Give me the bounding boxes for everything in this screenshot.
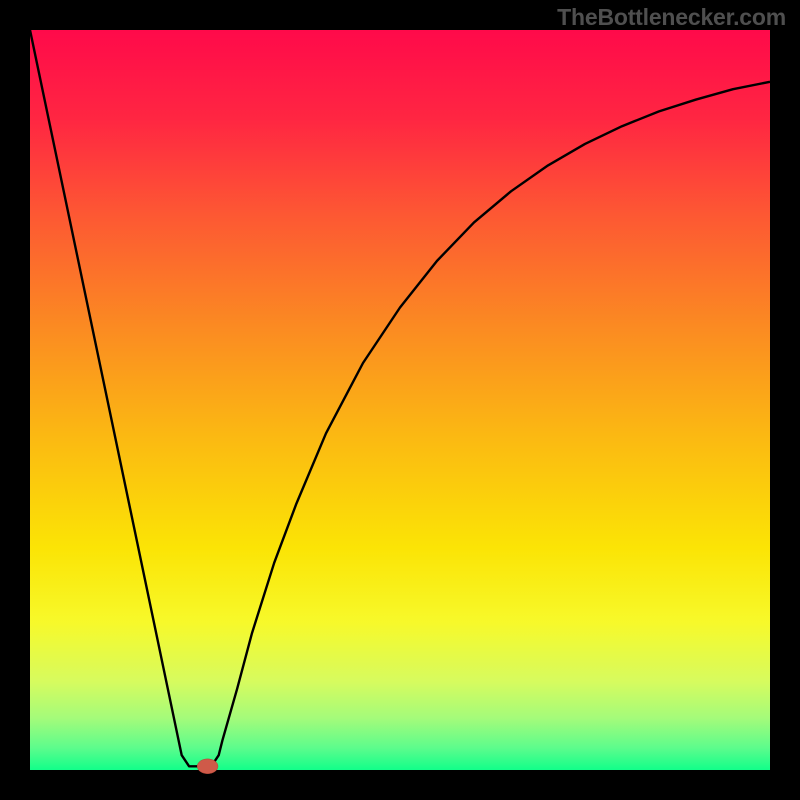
watermark-text: TheBottlenecker.com bbox=[557, 4, 786, 31]
bottleneck-chart bbox=[0, 0, 800, 800]
chart-container: TheBottlenecker.com bbox=[0, 0, 800, 800]
chart-background bbox=[30, 30, 770, 770]
optimum-marker bbox=[197, 759, 218, 774]
